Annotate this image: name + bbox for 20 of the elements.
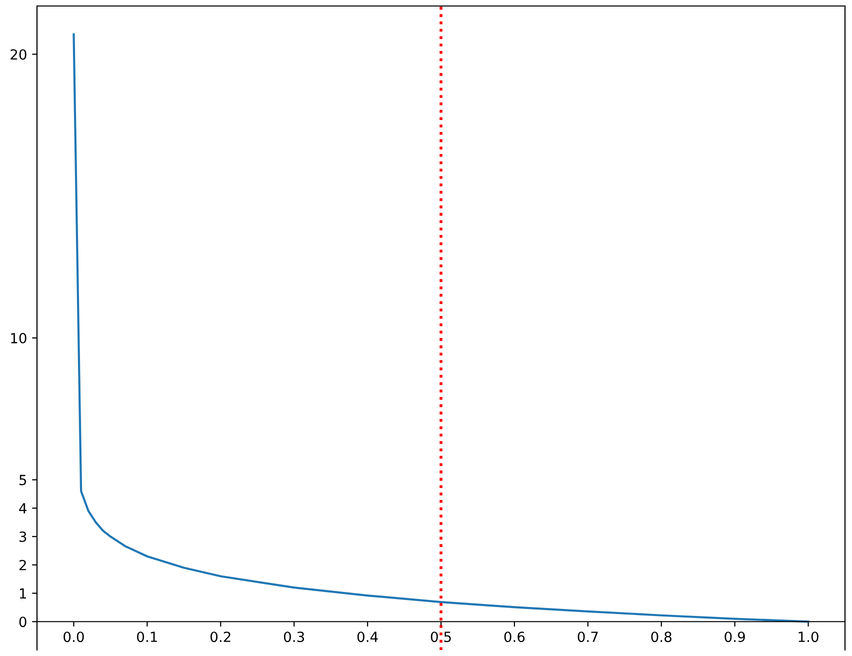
line-series (72, 33, 810, 623)
x-tick-label: 0.5 (430, 632, 451, 642)
y-tick-label: 3 (20, 531, 26, 542)
x-tick-label: 0.3 (284, 632, 304, 642)
y-tick-label: 20 (10, 49, 26, 60)
y-tick-label: 2 (19, 560, 26, 570)
y-tick-label: 1 (20, 588, 26, 599)
y-tick-label: 10 (11, 332, 26, 344)
x-tick-label: 0.4 (357, 632, 378, 642)
x-tick-label: 0.2 (210, 632, 230, 642)
x-tick-label: 0.0 (64, 632, 84, 642)
y-tick-label: 4 (19, 503, 26, 514)
y-tick-label: 5 (20, 474, 26, 486)
x-tick-label: 0.7 (578, 632, 598, 642)
y-tick-label: 0 (19, 616, 26, 628)
x-tick-label: 0.6 (504, 632, 525, 642)
x-tick-label: 0.8 (651, 632, 672, 642)
x-tick-label: 0.1 (137, 632, 157, 642)
x-tick-label: 0.9 (724, 632, 745, 642)
x-tick-label: 1.0 (798, 632, 818, 642)
